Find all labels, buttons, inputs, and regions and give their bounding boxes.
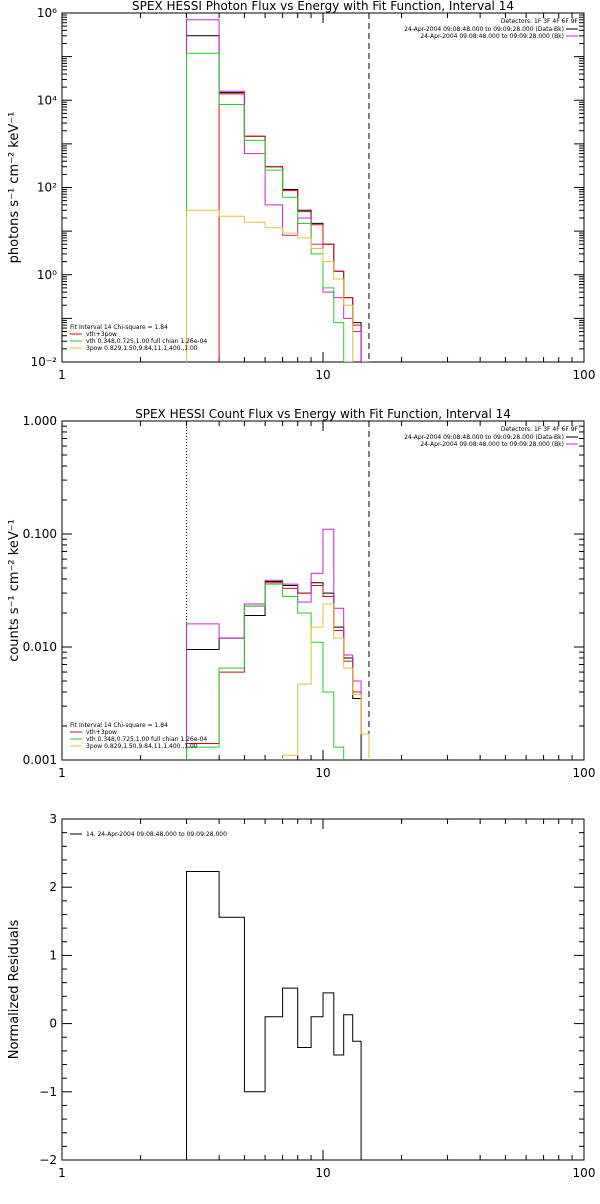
y-tick-label: 0 [49, 1017, 57, 1031]
y-axis-label: photons s⁻¹ cm⁻² keV⁻¹ [7, 112, 22, 264]
x-tick-label: 10 [315, 1166, 330, 1180]
y-tick-label: 2 [49, 880, 57, 894]
y-tick-label: −1 [39, 1085, 57, 1099]
fit-legend-entry: vth+3pow [86, 331, 117, 338]
series-line-1 [186, 871, 362, 1160]
legend-entry: 24-Apr-2004 09:08:48.000 to 09:09:28.000… [420, 33, 564, 40]
legend-header: Detectors: 1F 3F 4F 6F 9F [501, 426, 579, 433]
chart-panel-2: SPEX HESSI Count Flux vs Energy with Fit… [7, 407, 595, 780]
plot-area [186, 19, 369, 362]
chart-title: SPEX HESSI Photon Flux vs Energy with Fi… [132, 0, 514, 13]
x-tick-label: 10 [315, 766, 330, 780]
series-line-5 [186, 209, 354, 362]
fit-legend-entry: 3pow 0.829,1.50,9.84,11.1,400.,1.00 [86, 743, 198, 750]
legend-entry: 24-Apr-2004 09:08:48.000 to 09:09:28.000… [404, 434, 564, 441]
plot-area [186, 528, 370, 760]
fit-legend-entry: vth+3pow [86, 729, 117, 736]
y-tick-label: 10⁰ [37, 268, 57, 282]
fit-legend-entry: vth 0.348,0.725,1.00 full chian 1.26e-04 [86, 736, 207, 743]
series-line-4 [186, 583, 345, 760]
series-line-4 [186, 52, 353, 362]
fit-legend-header: Fit Interval 14 Chi-square = 1.84 [70, 324, 168, 331]
y-tick-label: 3 [49, 812, 57, 826]
plot-frame [61, 12, 585, 363]
fit-legend-entry: 3pow 0.829,1.50,9.84,11.1,400.,1.00 [86, 345, 198, 352]
legend-entry: 24-Apr-2004 09:08:48.000 to 09:09:28.000… [420, 441, 564, 448]
x-tick-label: 100 [573, 368, 596, 382]
y-tick-label: −2 [39, 1153, 57, 1167]
plot-frame [61, 818, 585, 1161]
fit-legend-header: Fit Interval 14 Chi-square = 1.84 [70, 722, 168, 729]
series-line-2 [186, 582, 370, 760]
x-tick-label: 100 [573, 766, 596, 780]
plot-area [186, 871, 362, 1160]
y-axis-label: Normalized Residuals [7, 920, 22, 1060]
fit-legend-entry: vth 0.348,0.725,1.00 full chian 1.26e-04 [86, 338, 207, 345]
chart-title: SPEX HESSI Count Flux vs Energy with Fit… [135, 407, 511, 421]
y-tick-label: 0.100 [23, 527, 57, 541]
x-tick-label: 1 [58, 1166, 66, 1180]
chart-panel-1: SPEX HESSI Photon Flux vs Energy with Fi… [7, 0, 595, 382]
y-tick-label: 10⁶ [37, 6, 57, 20]
series-line-1 [186, 35, 362, 362]
series-line-2 [218, 93, 362, 362]
chart-panel-3: Normalized Residuals 1 10 100 −2 −1 0 1 2 3 14. 24… [7, 812, 595, 1180]
y-tick-label: 0.001 [23, 753, 57, 767]
series-line-5 [282, 603, 370, 760]
x-tick-label: 1 [58, 368, 66, 382]
residual-legend-entry: 14. 24-Apr-2004 09:08:48.000 to 09:09:28… [86, 831, 227, 838]
x-tick-label: 1 [58, 766, 66, 780]
series-line-3 [186, 528, 370, 760]
y-tick-label: 10⁴ [37, 93, 57, 107]
y-tick-label: 1.000 [23, 414, 57, 428]
y-axis-label: counts s⁻¹ cm⁻² keV⁻¹ [7, 519, 22, 662]
legend-header: Detectors: 1F 3F 4F 6F 9F [501, 18, 579, 25]
y-tick-label: 10² [37, 181, 57, 195]
legend-entry: 24-Apr-2004 09:08:48.000 to 09:09:28.000… [404, 26, 564, 33]
y-tick-label: 0.010 [23, 640, 57, 654]
y-tick-label: 10⁻² [31, 355, 58, 369]
series-line-3 [186, 19, 369, 362]
x-tick-label: 100 [573, 1166, 596, 1180]
y-tick-label: 1 [49, 948, 57, 962]
x-tick-label: 10 [315, 368, 330, 382]
